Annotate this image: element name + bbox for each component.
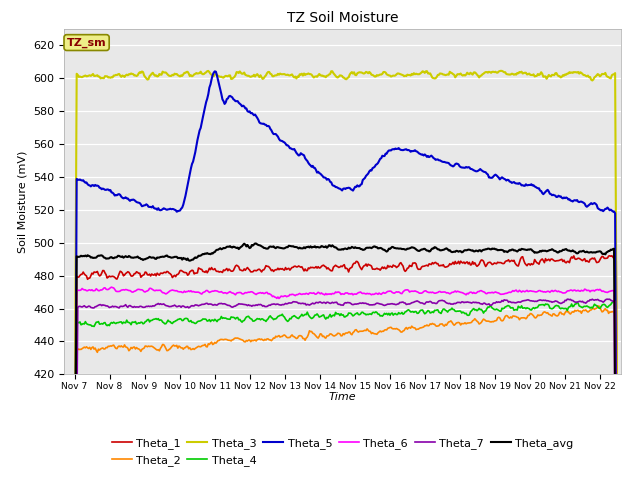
Theta_7 [332,300,339,305]
Theta_3 [602,70,609,76]
Theta_1 [600,255,608,261]
Theta_6 [330,291,337,297]
Theta_1 [364,261,372,267]
Theta_3 [332,73,339,79]
Theta_6 [395,289,403,295]
Theta_avg [365,245,373,251]
Theta_3 [614,468,621,473]
Theta_avg [602,252,609,257]
Line: Theta_4: Theta_4 [74,302,618,480]
Theta_5 [211,69,219,74]
Theta_5 [330,183,337,189]
Theta_7 [563,296,571,302]
Legend: Theta_1, Theta_2, Theta_3, Theta_4, Theta_5, Theta_6, Theta_7, Theta_avg: Theta_1, Theta_2, Theta_3, Theta_4, Thet… [111,438,573,466]
Theta_5 [365,168,373,174]
Theta_5 [395,145,403,151]
Line: Theta_7: Theta_7 [74,299,618,480]
Theta_4 [600,301,608,307]
Theta_1 [328,268,336,274]
Line: Theta_avg: Theta_avg [74,243,618,480]
Theta_avg [252,240,259,246]
Theta_2 [602,306,609,312]
Theta_6 [516,288,524,294]
Theta_3 [328,68,336,74]
Theta_1 [606,253,614,259]
Line: Theta_3: Theta_3 [74,71,618,470]
Theta_1 [394,264,401,269]
Theta_avg [330,243,337,249]
Theta_6 [108,284,115,290]
Theta_4 [364,312,372,317]
Theta_avg [333,245,340,251]
X-axis label: Time: Time [328,393,356,402]
Theta_2 [328,332,336,338]
Line: Theta_1: Theta_1 [74,256,618,480]
Text: TZ_sm: TZ_sm [67,37,106,48]
Theta_1 [516,260,524,265]
Theta_2 [595,303,603,309]
Theta_6 [602,289,609,295]
Theta_avg [516,247,524,253]
Theta_1 [614,460,621,466]
Line: Theta_5: Theta_5 [74,72,618,480]
Theta_7 [394,301,401,307]
Theta_5 [602,206,609,212]
Line: Theta_2: Theta_2 [74,306,618,480]
Theta_2 [394,326,401,332]
Title: TZ Soil Moisture: TZ Soil Moisture [287,11,398,25]
Theta_5 [516,181,524,187]
Theta_6 [365,291,373,297]
Theta_7 [516,299,524,305]
Theta_6 [333,289,340,295]
Line: Theta_6: Theta_6 [74,287,618,480]
Theta_7 [328,300,336,305]
Theta_avg [395,246,403,252]
Theta_3 [364,71,372,76]
Theta_3 [497,68,505,74]
Theta_4 [332,310,339,315]
Theta_7 [602,297,609,303]
Theta_4 [394,312,401,317]
Theta_4 [516,304,524,310]
Theta_2 [332,332,339,338]
Theta_3 [394,71,401,76]
Theta_2 [364,327,372,333]
Theta_7 [364,301,372,307]
Theta_1 [332,263,339,268]
Theta_5 [333,184,340,190]
Theta_2 [516,317,524,323]
Theta_4 [610,299,618,305]
Theta_3 [516,70,524,75]
Theta_3 [70,467,78,473]
Theta_4 [328,313,336,319]
Y-axis label: Soil Moisture (mV): Soil Moisture (mV) [17,150,28,253]
